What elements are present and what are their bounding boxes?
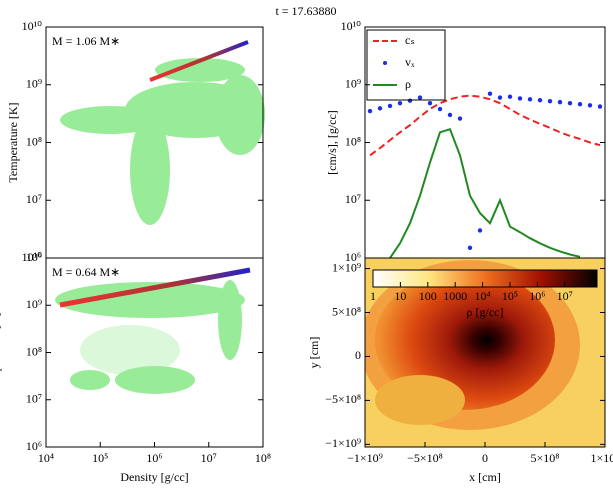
data-point [567, 100, 573, 106]
data-point [507, 94, 513, 99]
data-point [527, 97, 533, 102]
x-tick-label: 5×10⁸ [531, 451, 560, 465]
y-tick-label: 10⁸ [26, 344, 42, 358]
y-tick-label: 0 [355, 348, 361, 362]
data-point [477, 228, 483, 233]
y-tick-label: 10⁷ [26, 392, 42, 406]
x-tick-label: 10⁵ [92, 451, 108, 465]
y-tick-label: 10⁹ [345, 77, 361, 91]
y-tick-label: 10⁶ [345, 250, 361, 264]
y-tick-label: −5×10⁸ [325, 392, 361, 406]
density-image [365, 258, 605, 447]
data-point [577, 102, 583, 107]
colorbar-tick-label: 10⁴ [474, 289, 490, 303]
x-tick-label: 0 [482, 451, 488, 465]
y-tick-label: 10¹⁰ [22, 19, 43, 33]
y-tick-label: 10⁷ [26, 192, 42, 206]
x-tick-label: 10⁷ [201, 451, 217, 465]
legend-label: ρ [405, 77, 411, 91]
colorbar-tick-label: 10⁵ [502, 289, 518, 303]
colorbar-tick-label: 10⁶ [529, 289, 545, 303]
data-line [389, 127, 581, 259]
data-point [467, 245, 473, 251]
data-point [397, 100, 403, 106]
legend-label: cₛ [405, 33, 415, 47]
annotation: M = 1.06 M∗ [52, 34, 120, 48]
data-point [377, 106, 383, 111]
x-axis-label: x [cm] [469, 470, 501, 484]
y-tick-label: 10¹⁰ [341, 19, 362, 33]
data-point [427, 100, 433, 106]
figure-title: t = 17.63880 [275, 4, 336, 18]
data-line [369, 94, 601, 157]
y-axis-label: y [cm] [307, 337, 321, 369]
data-point [587, 103, 593, 108]
colorbar-tick-label: 1000 [443, 289, 467, 303]
data-point [417, 95, 423, 100]
colorbar-tick-label: 100 [419, 289, 437, 303]
heatmap-cloud [55, 58, 265, 394]
annotation: M = 0.64 M∗ [52, 265, 120, 279]
y-tick-label: 1×10⁹ [332, 260, 361, 274]
legend-frame [366, 29, 446, 101]
data-point [487, 91, 493, 96]
data-point [557, 99, 563, 105]
x-axis-label: Density [g/cc] [120, 470, 188, 484]
x-tick-label: −1×10⁹ [347, 451, 383, 465]
heatmap-ridge [59, 267, 251, 308]
y-tick-label: 10⁸ [26, 134, 42, 148]
legend-label: vₓ [405, 55, 415, 69]
y-axis-label: Temperature [K] [0, 312, 2, 392]
data-point [447, 112, 453, 118]
y-axis-label: [cm/s], [g/cc] [325, 110, 339, 175]
heatmap-ridge [149, 40, 249, 82]
y-tick-label: 10¹⁰ [22, 250, 43, 264]
x-tick-label: 1×10⁹ [591, 451, 613, 465]
y-tick-label: 10⁶ [26, 439, 42, 453]
y-tick-label: 10⁹ [26, 77, 42, 91]
x-tick-label: 10⁶ [146, 451, 162, 465]
x-tick-label: −5×10⁸ [407, 451, 443, 465]
data-point [597, 104, 603, 109]
plot-frame [364, 26, 606, 259]
x-tick-label: 10⁸ [255, 451, 271, 465]
colorbar [372, 269, 598, 288]
data-point [387, 103, 393, 109]
y-tick-label: 5×10⁸ [332, 304, 361, 318]
data-point [367, 108, 373, 114]
data-point [517, 96, 523, 101]
data-point [437, 106, 443, 112]
colorbar-tick-label: 10 [394, 289, 406, 303]
y-tick-label: 10⁹ [26, 297, 42, 311]
y-tick-label: 10⁸ [345, 134, 361, 148]
colorbar-label: ρ [g/cc] [467, 305, 504, 319]
data-point [537, 98, 543, 103]
data-point [457, 116, 463, 121]
colorbar-tick-label: 10⁷ [557, 289, 573, 303]
data-point [497, 95, 503, 100]
y-tick-label: 10⁷ [345, 192, 361, 206]
legend-swatch [383, 61, 387, 65]
colorbar-tick-label: 1 [370, 289, 376, 303]
y-tick-label: 10⁶ [26, 250, 42, 264]
y-axis-label: Temperature [K] [6, 102, 20, 182]
data-point [547, 98, 553, 104]
y-tick-label: −1×10⁹ [325, 436, 361, 450]
x-tick-label: 10⁴ [38, 451, 54, 465]
data-point [407, 98, 413, 103]
